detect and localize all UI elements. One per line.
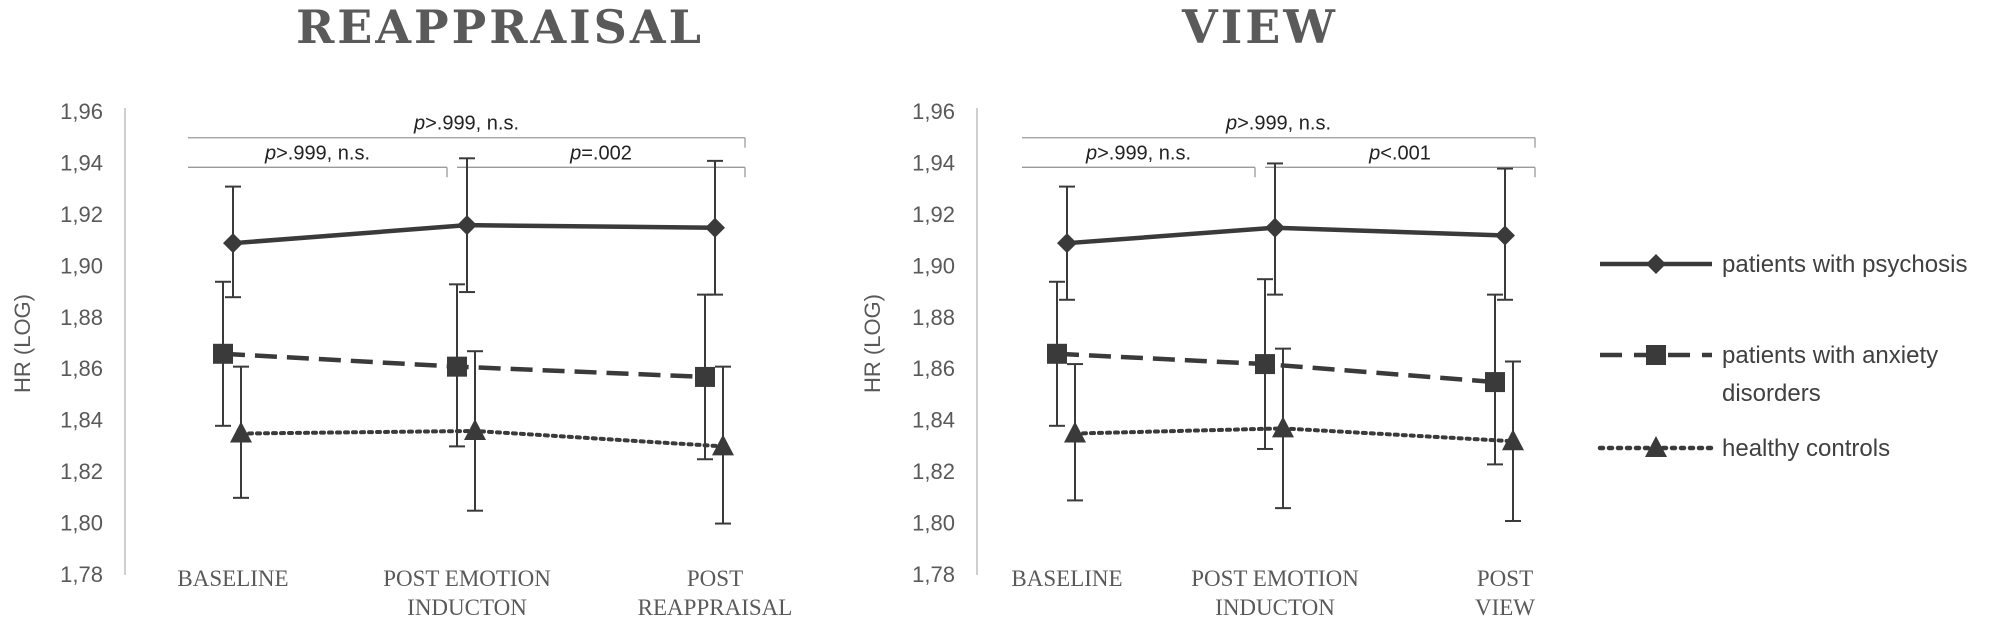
data-point-diamond <box>223 233 243 254</box>
significance-label: p>.999, n.s. <box>1225 113 1331 135</box>
legend-label: patients with psychosis <box>1722 251 1967 278</box>
y-tick-label: 1,90 <box>912 253 955 278</box>
chart-title: VIEW <box>1181 0 1338 54</box>
significance-label: p<.001 <box>1368 142 1431 164</box>
x-tick-label: POST <box>1477 566 1533 591</box>
y-tick-label: 1,88 <box>912 305 955 330</box>
legend: patients with psychosis patients with anx… <box>1597 251 1967 462</box>
y-axis-label: HR (LOG) <box>10 294 35 393</box>
legend-label: healthy controls <box>1722 435 1890 462</box>
legend-marker-diamond <box>1646 254 1666 274</box>
series-line <box>1056 351 1496 385</box>
significance-label: p=.002 <box>569 142 632 164</box>
data-point-triangle <box>1064 421 1086 443</box>
x-tick-label: INDUCTON <box>407 595 527 620</box>
x-tick-label: POST <box>687 566 743 591</box>
x-tick-label: VIEW <box>1475 595 1535 620</box>
chart-panel-2: VIEW 1,78 1,80 1,82 1,84 1,86 1,88 1,90 1,92 1,94… <box>860 0 1536 620</box>
series-diamond <box>1057 162 1515 301</box>
series-square <box>1047 278 1505 466</box>
y-tick-label: 1,80 <box>912 511 955 536</box>
data-point-diamond <box>457 215 477 236</box>
series-square <box>213 280 715 461</box>
series-line <box>1066 225 1506 246</box>
data-point-triangle <box>1502 429 1524 451</box>
legend-label: patients with anxiety <box>1722 342 1938 369</box>
data-point-diamond <box>1265 217 1285 238</box>
x-tick-label: INDUCTON <box>1215 595 1335 620</box>
data-point-triangle <box>230 421 252 443</box>
legend-marker-triangle <box>1645 436 1667 457</box>
y-tick-label: 1,96 <box>60 99 103 124</box>
y-tick-label: 1,90 <box>60 253 103 278</box>
x-tick-label: POST EMOTION <box>383 566 551 591</box>
data-point-triangle <box>712 434 734 456</box>
series-triangle <box>230 350 734 525</box>
data-point-square <box>1255 354 1275 375</box>
y-axis-label: HR (LOG) <box>860 294 885 393</box>
y-tick-label: 1,82 <box>60 459 103 484</box>
chart-panel-1: REAPPRAISAL 1,78 1,80 1,82 1,84 1,86 1,88 1,90 1… <box>10 0 792 620</box>
y-tick-label: 1,86 <box>912 356 955 381</box>
x-tick-label: REAPPRAISAL <box>638 595 793 620</box>
data-point-square <box>1047 343 1067 364</box>
chart-title: REAPPRAISAL <box>296 0 704 54</box>
data-point-diamond <box>1057 233 1077 254</box>
y-tick-label: 1,86 <box>60 356 103 381</box>
y-tick-label: 1,78 <box>912 562 955 587</box>
y-tick-label: 1,96 <box>912 99 955 124</box>
series-line <box>1073 426 1515 444</box>
series-triangle <box>1064 347 1524 522</box>
y-tick-label: 1,88 <box>60 305 103 330</box>
y-tick-label: 1,82 <box>912 459 955 484</box>
y-tick-label: 1,94 <box>912 150 955 175</box>
data-point-square <box>213 343 233 364</box>
legend-label: disorders <box>1722 380 1821 407</box>
y-tick-label: 1,80 <box>60 511 103 536</box>
data-point-square <box>1485 372 1505 393</box>
series-diamond <box>223 157 725 299</box>
significance-label: p>.999, n.s. <box>413 113 519 135</box>
data-point-diamond <box>1495 225 1515 246</box>
legend-marker-square <box>1646 345 1666 365</box>
x-tick-label: BASELINE <box>1011 566 1122 591</box>
y-tick-label: 1,92 <box>912 202 955 227</box>
y-tick-label: 1,84 <box>60 408 103 433</box>
y-tick-label: 1,78 <box>60 562 103 587</box>
x-tick-label: POST EMOTION <box>1191 566 1359 591</box>
data-point-square <box>695 366 715 387</box>
significance-label: p>.999, n.s. <box>1085 142 1191 164</box>
y-tick-label: 1,94 <box>60 150 103 175</box>
data-point-square <box>447 356 467 377</box>
significance-label: p>.999, n.s. <box>264 142 370 164</box>
data-point-diamond <box>705 217 725 238</box>
y-tick-label: 1,84 <box>912 408 955 433</box>
x-tick-label: BASELINE <box>177 566 288 591</box>
y-tick-label: 1,92 <box>60 202 103 227</box>
data-point-triangle <box>1272 416 1294 438</box>
data-point-triangle <box>464 418 486 440</box>
